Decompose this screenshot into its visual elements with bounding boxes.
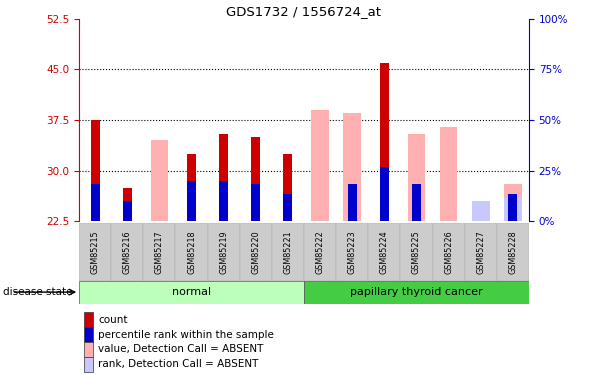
- Bar: [123, 201, 132, 221]
- Text: value, Detection Call = ABSENT: value, Detection Call = ABSENT: [98, 344, 263, 354]
- Text: rank, Detection Call = ABSENT: rank, Detection Call = ABSENT: [98, 359, 258, 369]
- Bar: [344, 113, 361, 221]
- Bar: [151, 140, 168, 221]
- Bar: [111, 223, 143, 281]
- Bar: [272, 223, 304, 281]
- Bar: [219, 134, 228, 221]
- Bar: [283, 194, 292, 221]
- Text: GSM85225: GSM85225: [412, 230, 421, 274]
- Bar: [348, 184, 357, 221]
- Bar: [504, 198, 522, 221]
- Text: GSM85219: GSM85219: [219, 230, 228, 274]
- Bar: [143, 223, 176, 281]
- Bar: [336, 223, 368, 281]
- Text: GSM85218: GSM85218: [187, 230, 196, 274]
- Bar: [472, 201, 489, 221]
- Text: GSM85223: GSM85223: [348, 230, 357, 274]
- Bar: [283, 154, 292, 221]
- Bar: [440, 127, 457, 221]
- Text: percentile rank within the sample: percentile rank within the sample: [98, 330, 274, 339]
- Bar: [91, 184, 100, 221]
- Bar: [368, 223, 401, 281]
- Bar: [219, 181, 228, 221]
- Bar: [79, 280, 304, 304]
- Bar: [251, 184, 260, 221]
- Text: disease state: disease state: [4, 287, 73, 297]
- Bar: [465, 223, 497, 281]
- Bar: [83, 342, 94, 357]
- Bar: [79, 223, 111, 281]
- Bar: [240, 223, 272, 281]
- Bar: [176, 223, 207, 281]
- Bar: [407, 134, 426, 221]
- Bar: [123, 188, 132, 221]
- Text: GSM85217: GSM85217: [155, 230, 164, 274]
- Text: normal: normal: [172, 287, 211, 297]
- Bar: [207, 223, 240, 281]
- Bar: [187, 181, 196, 221]
- Bar: [380, 167, 389, 221]
- Text: GSM85227: GSM85227: [476, 230, 485, 274]
- Bar: [432, 223, 465, 281]
- Bar: [83, 327, 94, 342]
- Text: count: count: [98, 315, 128, 325]
- Text: papillary thyroid cancer: papillary thyroid cancer: [350, 287, 483, 297]
- Title: GDS1732 / 1556724_at: GDS1732 / 1556724_at: [227, 4, 381, 18]
- Bar: [412, 184, 421, 221]
- Bar: [380, 63, 389, 221]
- Bar: [401, 223, 432, 281]
- Text: GSM85221: GSM85221: [283, 230, 292, 274]
- Bar: [83, 312, 94, 327]
- Bar: [508, 194, 517, 221]
- Bar: [311, 110, 329, 221]
- Text: GSM85228: GSM85228: [508, 230, 517, 274]
- Text: GSM85215: GSM85215: [91, 230, 100, 274]
- Text: GSM85216: GSM85216: [123, 230, 132, 274]
- Bar: [83, 357, 94, 372]
- Text: GSM85224: GSM85224: [380, 230, 389, 274]
- Bar: [304, 280, 529, 304]
- Text: GSM85226: GSM85226: [444, 230, 453, 274]
- Bar: [251, 137, 260, 221]
- Text: GSM85222: GSM85222: [316, 230, 325, 274]
- Bar: [91, 120, 100, 221]
- Bar: [504, 184, 522, 221]
- Bar: [497, 223, 529, 281]
- Bar: [187, 154, 196, 221]
- Bar: [304, 223, 336, 281]
- Text: GSM85220: GSM85220: [251, 230, 260, 274]
